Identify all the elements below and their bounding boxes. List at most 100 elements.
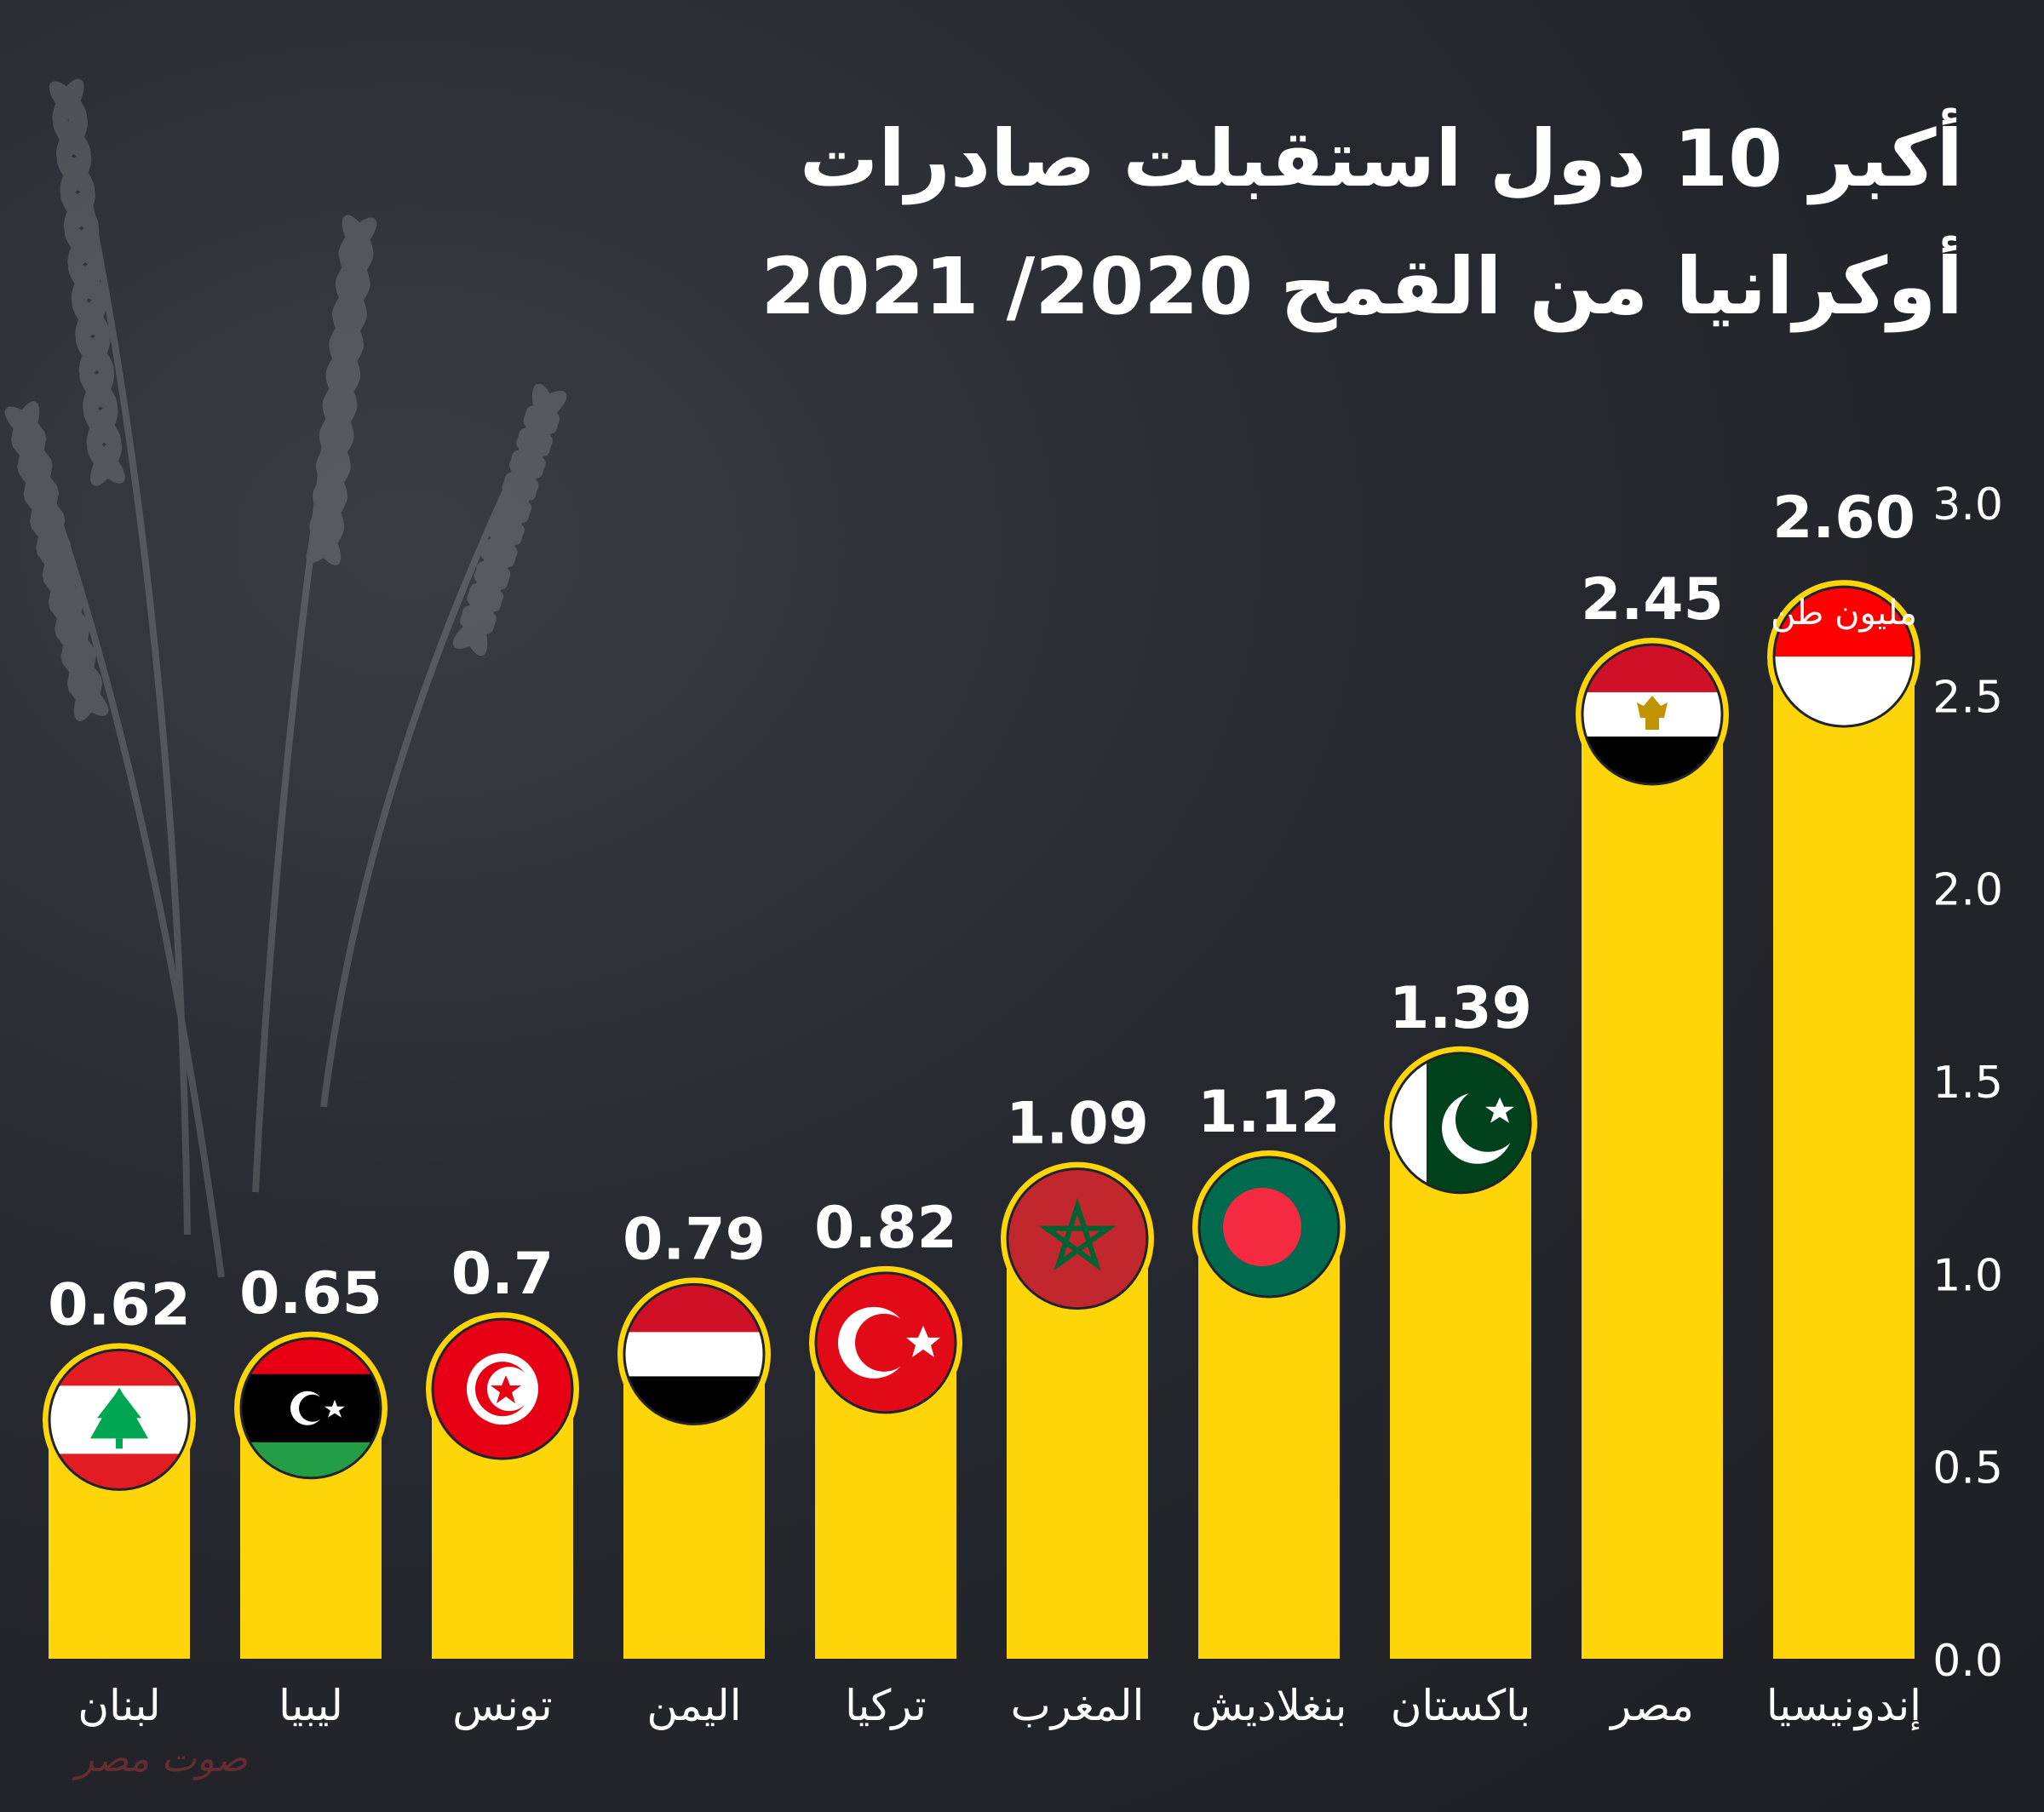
flag-outline [1772, 585, 1915, 728]
wheat-stem [320, 407, 548, 1108]
wheat-grain [71, 259, 103, 306]
flag-badge [426, 1312, 579, 1466]
y-tick-label: 3.0 [1932, 479, 2003, 530]
wheat-grain [66, 677, 109, 716]
wheat-grain [306, 520, 345, 563]
pakistan-flag-icon [1391, 1052, 1530, 1193]
value-label: 1.12 [1197, 1079, 1341, 1146]
wheat-grain [316, 457, 347, 505]
flag-outline [1389, 1052, 1532, 1195]
wheat-grain [332, 278, 370, 320]
wheat-grain [76, 333, 114, 376]
category-label: لبنان [78, 1681, 160, 1730]
wheat-grain [43, 536, 71, 586]
wheat-grain [335, 248, 374, 290]
bar-group: 0.79 [617, 1206, 771, 1659]
wheat-grain [36, 542, 78, 581]
wheat-grain [75, 295, 107, 342]
wheat-grain [490, 517, 516, 567]
wheat-grain [55, 591, 83, 640]
wheat-grain [87, 441, 125, 484]
bar-group: 1.12 [1192, 1079, 1346, 1659]
category-label: بنغلاديش [1191, 1681, 1347, 1730]
x-axis-labels: لبنان ليبيا تونس اليمن تركيا المغرب بنغلاديش با… [78, 1681, 1921, 1731]
wheat-grain [452, 612, 497, 649]
value-label: 0.79 [623, 1206, 766, 1273]
wheat-grain [511, 450, 537, 501]
wheat-grain [11, 401, 40, 450]
wheat-grain [316, 430, 354, 472]
bar-group: 0.62 [43, 1271, 196, 1659]
bar-group: 0.65 [234, 1260, 388, 1659]
wheat-grain [319, 427, 351, 474]
wheat-grain [11, 433, 53, 473]
wheat-grain [4, 406, 47, 445]
wheat-grain [509, 435, 553, 472]
wheat-grain [483, 539, 509, 589]
morocco-flag-icon [1008, 1168, 1147, 1309]
watermark-logo: صوت مصر [72, 1737, 248, 1780]
category-label: باكستان [1391, 1681, 1531, 1730]
wheat-grain [475, 561, 502, 612]
flag-outline [431, 1317, 574, 1460]
wheat-grain [322, 397, 354, 444]
wheat-grain [55, 623, 96, 662]
flag-badge [1001, 1161, 1154, 1316]
category-label: المغرب [1011, 1681, 1145, 1730]
wheat-grain [78, 330, 111, 378]
title-line-1: أكبر 10 دول استقبلت صادرات [799, 113, 1963, 204]
y-tick-label: 0.5 [1932, 1443, 2003, 1494]
value-label: 2.45 [1581, 566, 1724, 634]
wheat-grain [313, 460, 351, 502]
wheat-grain [52, 78, 84, 126]
category-label: ليبيا [278, 1681, 343, 1730]
y-axis: 0.0 0.5 1.0 1.5 2.0 2.5 3.0 [1932, 479, 2003, 1687]
wheat-grain [68, 261, 106, 304]
wheat-grain [338, 245, 370, 293]
wheat-grain [67, 222, 100, 270]
wheat-grain [42, 569, 84, 608]
bar [1773, 657, 1915, 1659]
wheat-grain [90, 439, 122, 486]
wheat-grain [329, 336, 361, 383]
wheat-grain [60, 151, 92, 198]
wheat-grain [531, 383, 559, 434]
bar-group: 0.7 [426, 1241, 579, 1659]
wheat-grain [23, 487, 66, 526]
y-tick-label: 2.5 [1932, 672, 2003, 723]
wheat-grain [462, 605, 488, 657]
wheat-grain [329, 308, 367, 351]
wheat-grain [322, 369, 361, 411]
wheat-grain [72, 297, 110, 340]
wheat-grain [468, 583, 495, 634]
y-tick-label: 1.5 [1932, 1058, 2003, 1109]
flag-badge [1767, 580, 1921, 734]
category-label: تونس [452, 1681, 552, 1730]
wheat-grain [309, 518, 342, 565]
wheat-grain [49, 81, 88, 123]
y-tick-label: 0.0 [1932, 1636, 2003, 1687]
flag-badge [617, 1277, 771, 1431]
wheat-grain [335, 275, 367, 323]
value-label: 0.7 [451, 1241, 554, 1308]
wheat-grain [338, 217, 377, 260]
category-label: اليمن [646, 1681, 741, 1730]
value-label: 0.82 [814, 1195, 957, 1262]
wheat-grain [56, 153, 95, 196]
wheat-grain [474, 546, 518, 582]
lebanon-flag-icon [49, 1350, 189, 1490]
flag-badge [809, 1265, 962, 1419]
bar-group: 0.82 [809, 1195, 962, 1659]
wheat-grain [17, 461, 59, 500]
bars: 0.62 0.65 0.7 0.79 0.82 1.09 1.12 1.39 2.45 2.60 م… [43, 485, 1921, 1659]
category-label: إندونيسيا [1766, 1681, 1921, 1731]
wheat-grain [60, 650, 103, 689]
wheat-grain [495, 479, 539, 516]
wheat-grain [83, 405, 122, 448]
wheat-grain [63, 186, 95, 234]
wheat-grain [83, 367, 115, 414]
value-label: 0.62 [48, 1271, 191, 1339]
bar-group: 1.09 [1001, 1091, 1154, 1659]
